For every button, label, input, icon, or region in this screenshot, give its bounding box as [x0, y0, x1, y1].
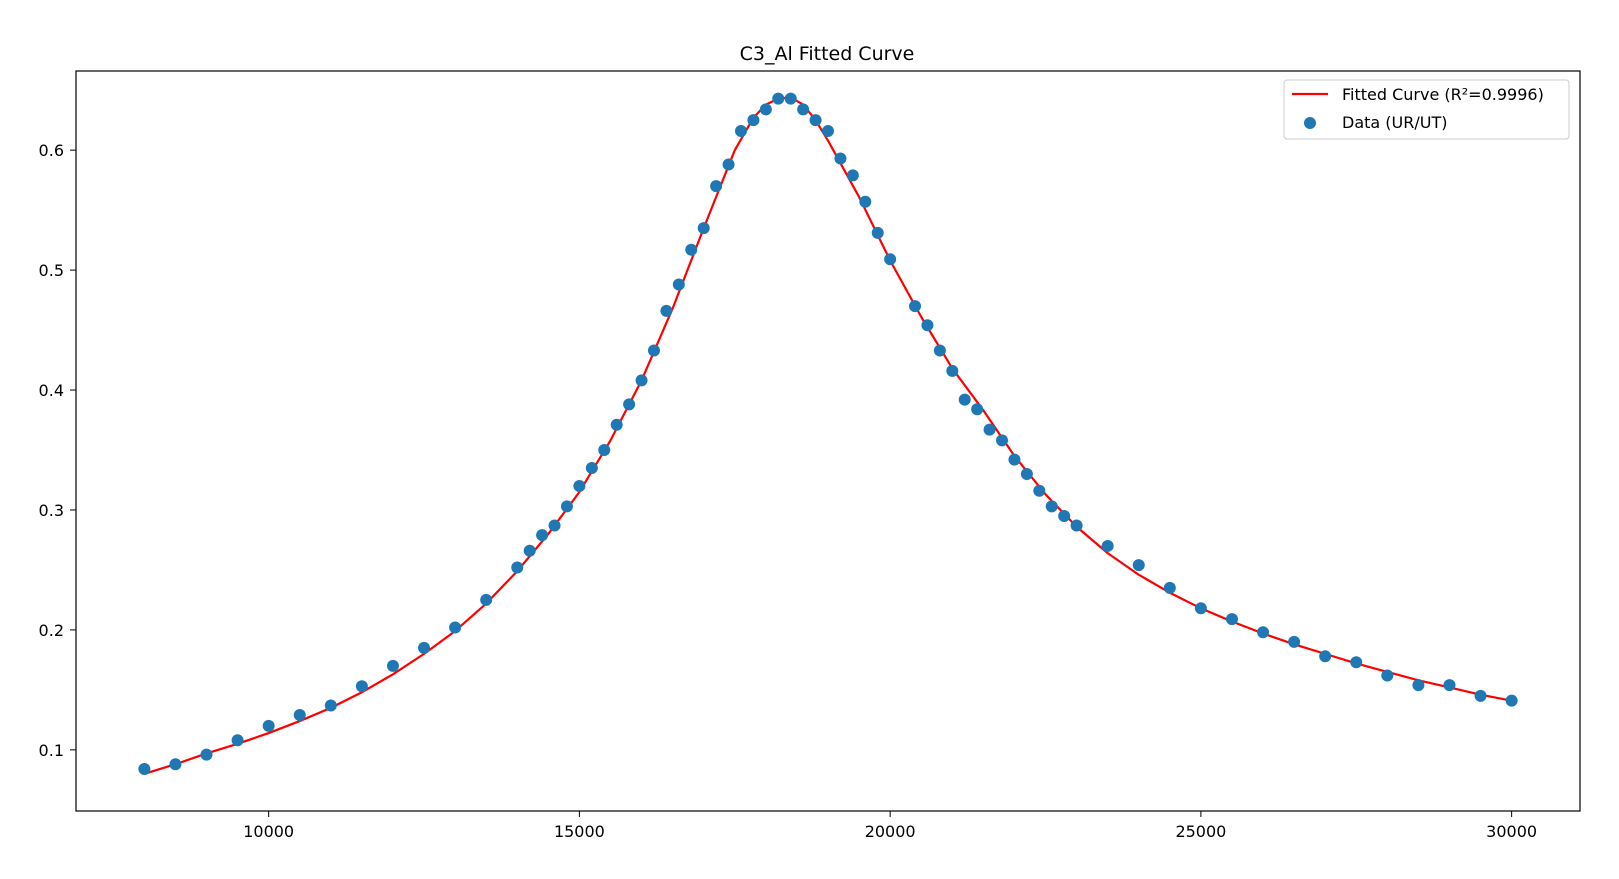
x-axis: 10000 15000 20000 25000 30000 — [243, 811, 1537, 841]
chart-title: C3_Al Fitted Curve — [740, 43, 915, 65]
plot-area — [138, 92, 1518, 776]
data-point — [784, 92, 797, 105]
x-tick-label: 10000 — [243, 822, 294, 841]
data-point — [697, 222, 710, 235]
data-point — [293, 709, 306, 722]
data-point — [1132, 559, 1145, 572]
data-point — [710, 180, 723, 193]
data-point — [971, 403, 984, 416]
data-point — [169, 758, 182, 771]
legend-data-swatch — [1304, 117, 1316, 129]
x-tick-label: 15000 — [554, 822, 605, 841]
data-point — [1020, 467, 1033, 480]
data-point — [809, 114, 822, 127]
data-point — [834, 152, 847, 165]
data-point — [200, 748, 213, 761]
data-point — [548, 519, 561, 532]
data-point — [822, 124, 834, 137]
data-point — [1505, 694, 1518, 707]
y-tick-label: 0.6 — [39, 141, 64, 160]
data-point — [1257, 626, 1270, 639]
data-point — [859, 195, 872, 208]
data-point — [772, 92, 785, 105]
data-point — [1194, 602, 1207, 615]
data-point — [138, 763, 151, 776]
data-point — [996, 434, 1009, 447]
y-tick-label: 0.3 — [39, 501, 64, 520]
data-point — [672, 278, 685, 291]
y-axis: 0.1 0.2 0.3 0.4 0.5 0.6 — [39, 141, 76, 760]
data-points — [138, 92, 1518, 776]
legend-fit-label: Fitted Curve (R²=0.9996) — [1342, 85, 1544, 104]
data-point — [871, 226, 884, 239]
y-tick-label: 0.2 — [39, 621, 64, 640]
data-point — [231, 734, 244, 747]
data-point — [722, 158, 735, 171]
data-point — [635, 374, 648, 387]
data-point — [797, 103, 810, 116]
data-point — [1412, 679, 1425, 692]
x-tick-label: 25000 — [1175, 822, 1226, 841]
data-point — [647, 344, 660, 357]
data-point — [660, 304, 673, 317]
y-tick-label: 0.1 — [39, 741, 64, 760]
data-point — [933, 344, 946, 357]
legend-data-label: Data (UR/UT) — [1342, 113, 1447, 132]
data-point — [1058, 509, 1071, 522]
data-point — [685, 243, 698, 256]
data-point — [324, 699, 337, 712]
data-point — [1319, 650, 1332, 663]
data-point — [623, 398, 636, 411]
axes-frame — [75, 70, 1581, 812]
data-point — [560, 500, 573, 513]
data-point — [598, 444, 611, 456]
data-point — [573, 479, 586, 492]
data-point — [386, 659, 399, 672]
data-point — [734, 124, 747, 137]
data-point — [585, 461, 598, 474]
data-point — [946, 364, 959, 377]
data-point — [1033, 484, 1046, 497]
data-point — [262, 719, 275, 732]
data-point — [846, 169, 859, 182]
legend-box — [1283, 79, 1570, 140]
data-point — [983, 423, 996, 436]
data-point — [511, 561, 524, 574]
data-point — [909, 300, 922, 313]
data-point — [523, 544, 536, 557]
data-point — [1070, 519, 1083, 532]
data-point — [1443, 679, 1456, 692]
data-point — [1008, 453, 1021, 466]
data-point — [1288, 635, 1301, 648]
data-point — [1163, 581, 1176, 594]
data-point — [1225, 613, 1238, 626]
data-point — [759, 103, 772, 116]
y-tick-label: 0.5 — [39, 261, 64, 280]
data-point — [480, 593, 493, 606]
data-point — [1474, 689, 1487, 702]
data-point — [958, 393, 971, 406]
data-point — [1350, 656, 1363, 669]
data-point — [610, 418, 623, 431]
data-point — [1381, 669, 1394, 682]
data-point — [921, 319, 934, 332]
legend: Fitted Curve (R²=0.9996) Data (UR/UT) — [1283, 79, 1570, 140]
data-point — [884, 253, 897, 266]
data-point — [536, 529, 549, 542]
data-point — [449, 621, 462, 634]
data-point — [1101, 539, 1114, 552]
x-tick-label: 20000 — [865, 822, 916, 841]
data-point — [1045, 500, 1058, 513]
data-point — [355, 680, 368, 693]
y-tick-label: 0.4 — [39, 381, 64, 400]
x-tick-label: 30000 — [1486, 822, 1537, 841]
data-point — [418, 641, 431, 654]
data-point — [747, 114, 760, 127]
